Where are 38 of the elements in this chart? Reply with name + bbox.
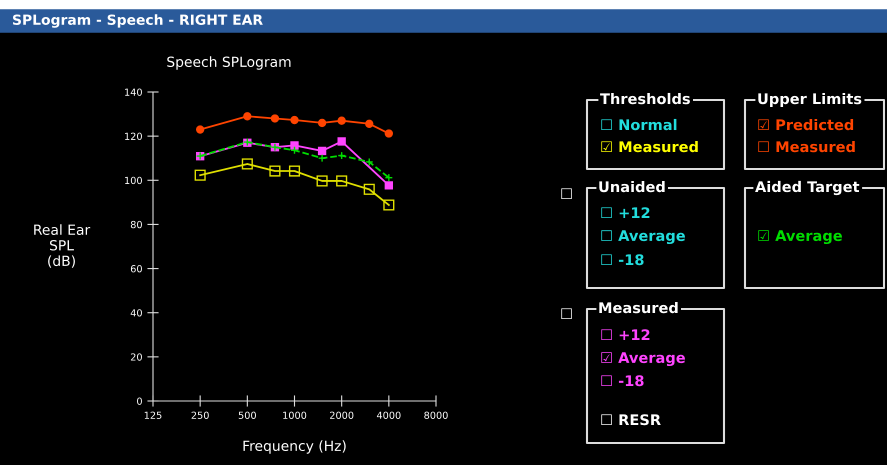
text: ☐ Measured <box>758 140 855 152</box>
x-tick-label: 125 <box>144 412 162 419</box>
text: ☐ +12 <box>601 329 650 340</box>
chart-subtitle: Speech SPLogram <box>167 56 290 70</box>
y-tick-label: 0 <box>137 397 142 405</box>
y-tick-label: 60 <box>130 265 142 272</box>
text: ☐ -18 <box>601 254 644 266</box>
x-axis-title: Frequency (Hz) <box>243 440 346 454</box>
text: ☑ Average <box>758 230 842 244</box>
text: ☐ Average <box>601 230 685 244</box>
text: ☐ <box>561 188 572 200</box>
y-tick-label: 100 <box>125 176 142 184</box>
text: Thresholds <box>600 92 690 104</box>
text: ☐ -18 <box>601 375 644 386</box>
text: Unaided <box>599 180 665 192</box>
x-tick-label: 500 <box>238 412 256 419</box>
y-tick-label: 40 <box>130 309 142 317</box>
text: Aided Target <box>755 180 860 196</box>
text: ☐ RESR <box>601 414 661 426</box>
x-tick-label: 2000 <box>330 412 354 419</box>
text: Upper Limits <box>758 92 862 108</box>
text: Measured <box>599 302 678 314</box>
y-tick-label: 20 <box>130 353 142 361</box>
y-tick-label: 120 <box>125 132 142 140</box>
text: ☐ <box>561 308 572 320</box>
y-tick-label: 80 <box>130 220 142 228</box>
chart-title: SPLogram - Speech - RIGHT EAR <box>12 14 263 28</box>
text: ☑ Predicted <box>758 118 854 130</box>
x-tick-label: 250 <box>192 412 209 419</box>
text: ☐ Normal <box>601 118 676 130</box>
x-tick-label: 1000 <box>283 412 306 419</box>
x-tick-label: 4000 <box>376 412 401 419</box>
y-tick-label: 140 <box>125 88 142 96</box>
text: ☑ Measured <box>601 140 698 152</box>
x-tick-label: 8000 <box>424 412 448 419</box>
y-axis-title: Real Ear SPL (dB) <box>34 224 90 268</box>
text: ☑ Average <box>601 352 685 366</box>
text: ☐ +12 <box>601 207 650 218</box>
